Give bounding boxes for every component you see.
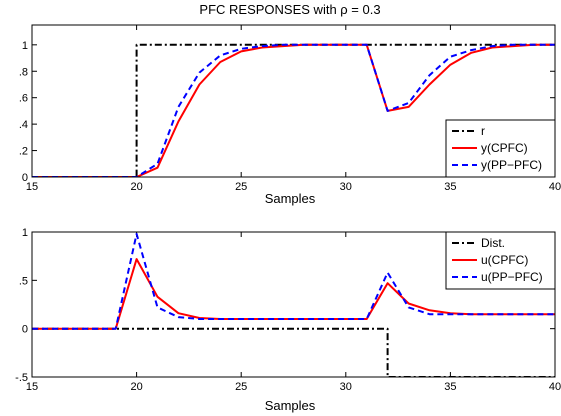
x-axis-label-top: Samples	[265, 191, 316, 206]
legend-label: y(PP−PFC)	[481, 158, 542, 172]
control-plot: 15 20 25 30 35 40 -.5 0 .5 1 Dist. u(CPFC) u(PP−PFC)	[15, 227, 561, 393]
y-tick-label: .2	[19, 146, 28, 158]
x-tick-label: 40	[549, 181, 561, 193]
x-tick-label: 35	[444, 181, 456, 193]
x-tick-label: 15	[26, 381, 38, 393]
legend-label: Dist.	[481, 236, 505, 250]
legend-label: r	[481, 124, 485, 138]
axes-frame	[31, 231, 556, 378]
legend-label: u(CPFC)	[481, 253, 528, 267]
x-axis-label-bottom: Samples	[265, 398, 316, 413]
x-tick-label: 40	[549, 381, 561, 393]
y-tick-label: .5	[19, 275, 28, 287]
legend: r y(CPFC) y(PP−PFC)	[445, 119, 556, 178]
series-line-u-pp-pfc	[32, 232, 555, 330]
x-tick-label: 25	[235, 381, 247, 393]
response-plot: 15 20 25 30 35 40 0 .2 .4 .6 .8 1 r y(CPFC) y(PP−PFC)	[19, 24, 561, 193]
y-tick-label: 1	[22, 40, 28, 52]
legend: Dist. u(CPFC) u(PP−PFC)	[445, 231, 556, 290]
y-tick-label: .6	[19, 93, 28, 105]
y-tick-label: 1	[22, 227, 28, 239]
series-line-y-pp-pfc	[32, 43, 555, 177]
y-tick-label: 0	[22, 172, 28, 184]
legend-label: y(CPFC)	[481, 141, 528, 155]
x-tick-label: 30	[340, 381, 352, 393]
y-tick-label: .8	[19, 66, 28, 78]
chart-title: PFC RESPONSES with ρ = 0.3	[199, 2, 380, 17]
x-tick-label: 35	[444, 381, 456, 393]
y-tick-label: 0	[22, 324, 28, 336]
x-tick-label: 20	[130, 181, 142, 193]
y-tick-label: .4	[19, 119, 28, 131]
y-tick-label: -.5	[15, 372, 28, 384]
x-tick-label: 25	[235, 181, 247, 193]
series-group	[32, 232, 555, 377]
series-group	[32, 43, 555, 177]
legend-label: u(PP−PFC)	[481, 270, 543, 284]
x-tick-label: 15	[26, 181, 38, 193]
axes-frame	[31, 24, 556, 178]
series-line-dist	[32, 327, 555, 377]
x-tick-label: 30	[340, 181, 352, 193]
x-tick-label: 20	[130, 381, 142, 393]
